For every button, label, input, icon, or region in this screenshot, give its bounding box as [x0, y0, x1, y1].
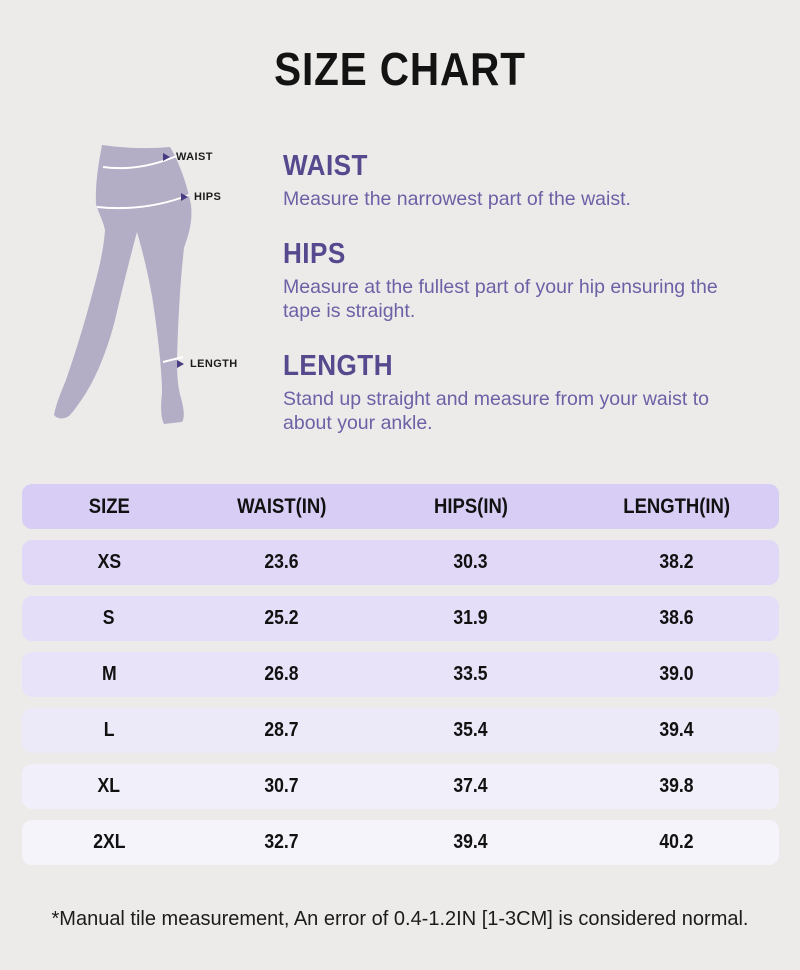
header-size: SIZE	[88, 494, 130, 518]
hips-section: HIPS Measure at the fullest part of your…	[283, 238, 755, 323]
waist-cell: 28.7	[264, 719, 299, 741]
waist-cell: 30.7	[264, 775, 299, 797]
length-cell: 38.6	[659, 607, 694, 629]
length-callout-label: LENGTH	[190, 358, 238, 370]
waist-section-heading: WAIST	[283, 150, 368, 182]
size-cell: M	[101, 663, 117, 685]
length-section: LENGTH Stand up straight and measure fro…	[283, 350, 755, 435]
size-cell: S	[103, 607, 115, 629]
size-cell: XS	[97, 551, 121, 573]
hips-cell: 30.3	[453, 551, 488, 573]
hips-cell: 35.4	[453, 719, 488, 741]
header-waist: WAIST(IN)	[236, 494, 326, 518]
waist-cell: 25.2	[264, 607, 299, 629]
arrow-right-icon	[163, 153, 170, 161]
length-section-description: Stand up straight and measure from your …	[283, 388, 709, 434]
hips-callout-label: HIPS	[194, 191, 222, 203]
size-cell: L	[103, 719, 115, 741]
waist-callout: WAIST	[163, 151, 213, 163]
table-row-m: M 26.8 33.5 39.0	[22, 652, 779, 697]
header-hips: HIPS(IN)	[433, 494, 508, 518]
length-cell: 40.2	[659, 831, 694, 853]
figure-silhouette	[54, 145, 192, 424]
size-cell: XL	[97, 775, 121, 797]
page-title: SIZE CHART	[274, 43, 526, 95]
length-cell: 39.0	[659, 663, 694, 685]
waist-cell: 23.6	[264, 551, 299, 573]
waist-cell: 26.8	[264, 663, 299, 685]
hips-measure-line	[96, 194, 190, 210]
length-cell: 38.2	[659, 551, 694, 573]
header-length: LENGTH(IN)	[623, 494, 731, 518]
body-measurement-diagram	[40, 128, 260, 433]
waist-cell: 32.7	[264, 831, 299, 853]
hips-section-heading: HIPS	[283, 238, 346, 270]
length-cell: 39.8	[659, 775, 694, 797]
hips-cell: 39.4	[453, 831, 488, 853]
measurement-disclaimer: *Manual tile measurement, An error of 0.…	[51, 908, 749, 930]
length-callout: LENGTH	[177, 358, 238, 370]
waist-section: WAIST Measure the narrowest part of the …	[283, 150, 755, 211]
waist-section-description: Measure the narrowest part of the waist.	[283, 188, 631, 210]
table-row-l: L 28.7 35.4 39.4	[22, 708, 779, 753]
size-table: SIZE WAIST(IN) HIPS(IN) LENGTH(IN) XS 23…	[22, 484, 779, 876]
table-header-row: SIZE WAIST(IN) HIPS(IN) LENGTH(IN)	[22, 484, 779, 529]
arrow-right-icon	[181, 193, 188, 201]
waist-measure-line	[102, 154, 180, 170]
length-cell: 39.4	[659, 719, 694, 741]
hips-cell: 33.5	[453, 663, 488, 685]
table-row-2xl: 2XL 32.7 39.4 40.2	[22, 820, 779, 865]
hips-cell: 37.4	[453, 775, 488, 797]
table-row-xs: XS 23.6 30.3 38.2	[22, 540, 779, 585]
arrow-right-icon	[177, 360, 184, 368]
measure-instructions: WAIST Measure the narrowest part of the …	[283, 150, 755, 462]
lower-body-silhouette	[54, 145, 192, 424]
table-row-xl: XL 30.7 37.4 39.8	[22, 764, 779, 809]
hips-callout: HIPS	[181, 191, 221, 203]
hips-section-description: Measure at the fullest part of your hip …	[283, 276, 718, 322]
table-row-s: S 25.2 31.9 38.6	[22, 596, 779, 641]
size-cell: 2XL	[92, 831, 126, 853]
waist-callout-label: WAIST	[176, 151, 213, 163]
length-measure-line	[162, 356, 184, 363]
hips-cell: 31.9	[453, 607, 488, 629]
length-section-heading: LENGTH	[283, 350, 393, 382]
